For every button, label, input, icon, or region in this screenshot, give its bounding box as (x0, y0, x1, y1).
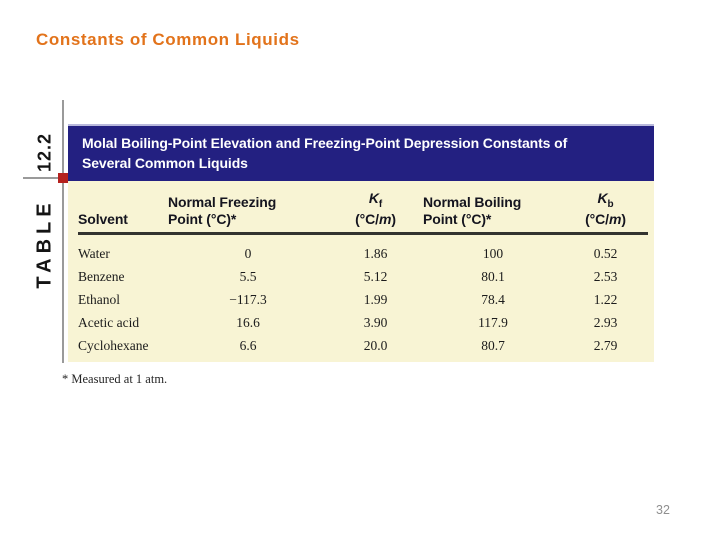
vertical-crop-line (62, 100, 64, 363)
constants-table: Solvent Normal Freezing Point (°C)* Kf (… (78, 181, 648, 357)
cell-boiling-point: 117.9 (478, 314, 508, 330)
table-caption-bar: Molal Boiling-Point Elevation and Freezi… (68, 124, 654, 181)
table-header: Solvent Normal Freezing Point (°C)* Kf (… (78, 181, 648, 236)
boiling-header-line1-text: Normal Boiling (423, 194, 522, 211)
cell-kf: 3.90 (363, 314, 388, 330)
table-row: Ethanol −117.3 1.99 78.4 1.22 (78, 288, 648, 311)
boiling-header-line2: Point (°C)* (423, 210, 492, 227)
page-number: 32 (656, 503, 670, 517)
kb-unit-open: (°C/ (585, 210, 609, 227)
cell-kf: 1.86 (363, 245, 388, 261)
kb-symbol: K (597, 190, 608, 206)
table-row: Benzene 5.5 5.12 80.1 2.53 (78, 265, 648, 288)
col-header-boiling-point: Normal Freezing Normal Boiling Point (°C… (423, 181, 563, 236)
table-row: Acetic acid 16.6 3.90 117.9 2.93 (78, 311, 648, 334)
cell-kf: 20.0 (363, 337, 388, 353)
kb-unit-close: ) (621, 210, 626, 227)
slide-title: Constants of Common Liquids (36, 30, 300, 49)
cell-freezing-point: 5.5 (239, 268, 257, 284)
cell-kf: 1.99 (363, 291, 388, 307)
cell-kb: 0.52 (593, 245, 618, 261)
cell-solvent: Benzene (78, 268, 125, 284)
cell-solvent: Cyclohexane (78, 337, 149, 353)
col-header-freezing-point: Normal Freezing Point (°C)* (168, 181, 328, 236)
table-rows: Water 0 1.86 100 0.52 Benzene 5.5 5.12 8… (78, 234, 648, 358)
table-caption-line1: Molal Boiling-Point Elevation and Freezi… (82, 135, 568, 151)
cell-freezing-point: 16.6 (236, 314, 260, 330)
table-word-side-label: TABLE (33, 198, 56, 289)
table-row: Cyclohexane 6.6 20.0 80.7 2.79 (78, 334, 648, 357)
table-panel: Solvent Normal Freezing Point (°C)* Kf (… (68, 181, 654, 362)
cell-boiling-point: 80.7 (481, 337, 505, 353)
col-header-kb: Kb (°C/m) (563, 181, 648, 236)
freezing-header-line2: Point (°C)* (168, 210, 237, 227)
cell-kb: 1.22 (593, 291, 618, 307)
kf-unit-open: (°C/ (355, 210, 379, 227)
kf-unit-close: ) (391, 210, 396, 227)
header-row: Solvent Normal Freezing Point (°C)* Kf (… (78, 181, 648, 236)
cell-solvent: Ethanol (78, 291, 120, 307)
cell-kf: 5.12 (363, 268, 388, 284)
cell-kb: 2.93 (593, 314, 618, 330)
cell-boiling-point: 80.1 (481, 268, 505, 284)
table-caption-line2: Several Common Liquids (82, 155, 248, 172)
cell-kb: 2.53 (593, 268, 618, 284)
kf-unit: (°C/m) (355, 211, 396, 227)
col-header-solvent: Solvent (78, 181, 168, 236)
cell-freezing-point: 0 (244, 245, 252, 261)
freezing-header-line1: Normal Freezing (168, 194, 277, 211)
cell-freezing-point: 6.6 (239, 337, 257, 353)
kb-unit-m: m (608, 210, 622, 227)
table-row: Water 0 1.86 100 0.52 (78, 234, 648, 266)
cell-solvent: Water (78, 245, 110, 261)
col-header-kf: Kf (°C/m) (328, 181, 423, 236)
kf-unit-m: m (378, 210, 392, 227)
cell-solvent: Acetic acid (78, 314, 140, 330)
cell-boiling-point: 100 (482, 245, 504, 261)
kf-symbol: K (368, 190, 379, 206)
red-corner-marker (58, 173, 68, 183)
horizontal-crop-line (23, 177, 62, 179)
kf-subscript: f (378, 198, 383, 210)
cell-boiling-point: 78.4 (481, 291, 505, 307)
kb-subscript: b (607, 198, 614, 210)
cell-kb: 2.79 (593, 337, 618, 353)
table-number-side-label: 12.2 (34, 132, 55, 173)
cell-freezing-point: −117.3 (229, 291, 267, 307)
kb-unit: (°C/m) (585, 211, 626, 227)
table-footnote: * Measured at 1 atm. (62, 372, 168, 386)
